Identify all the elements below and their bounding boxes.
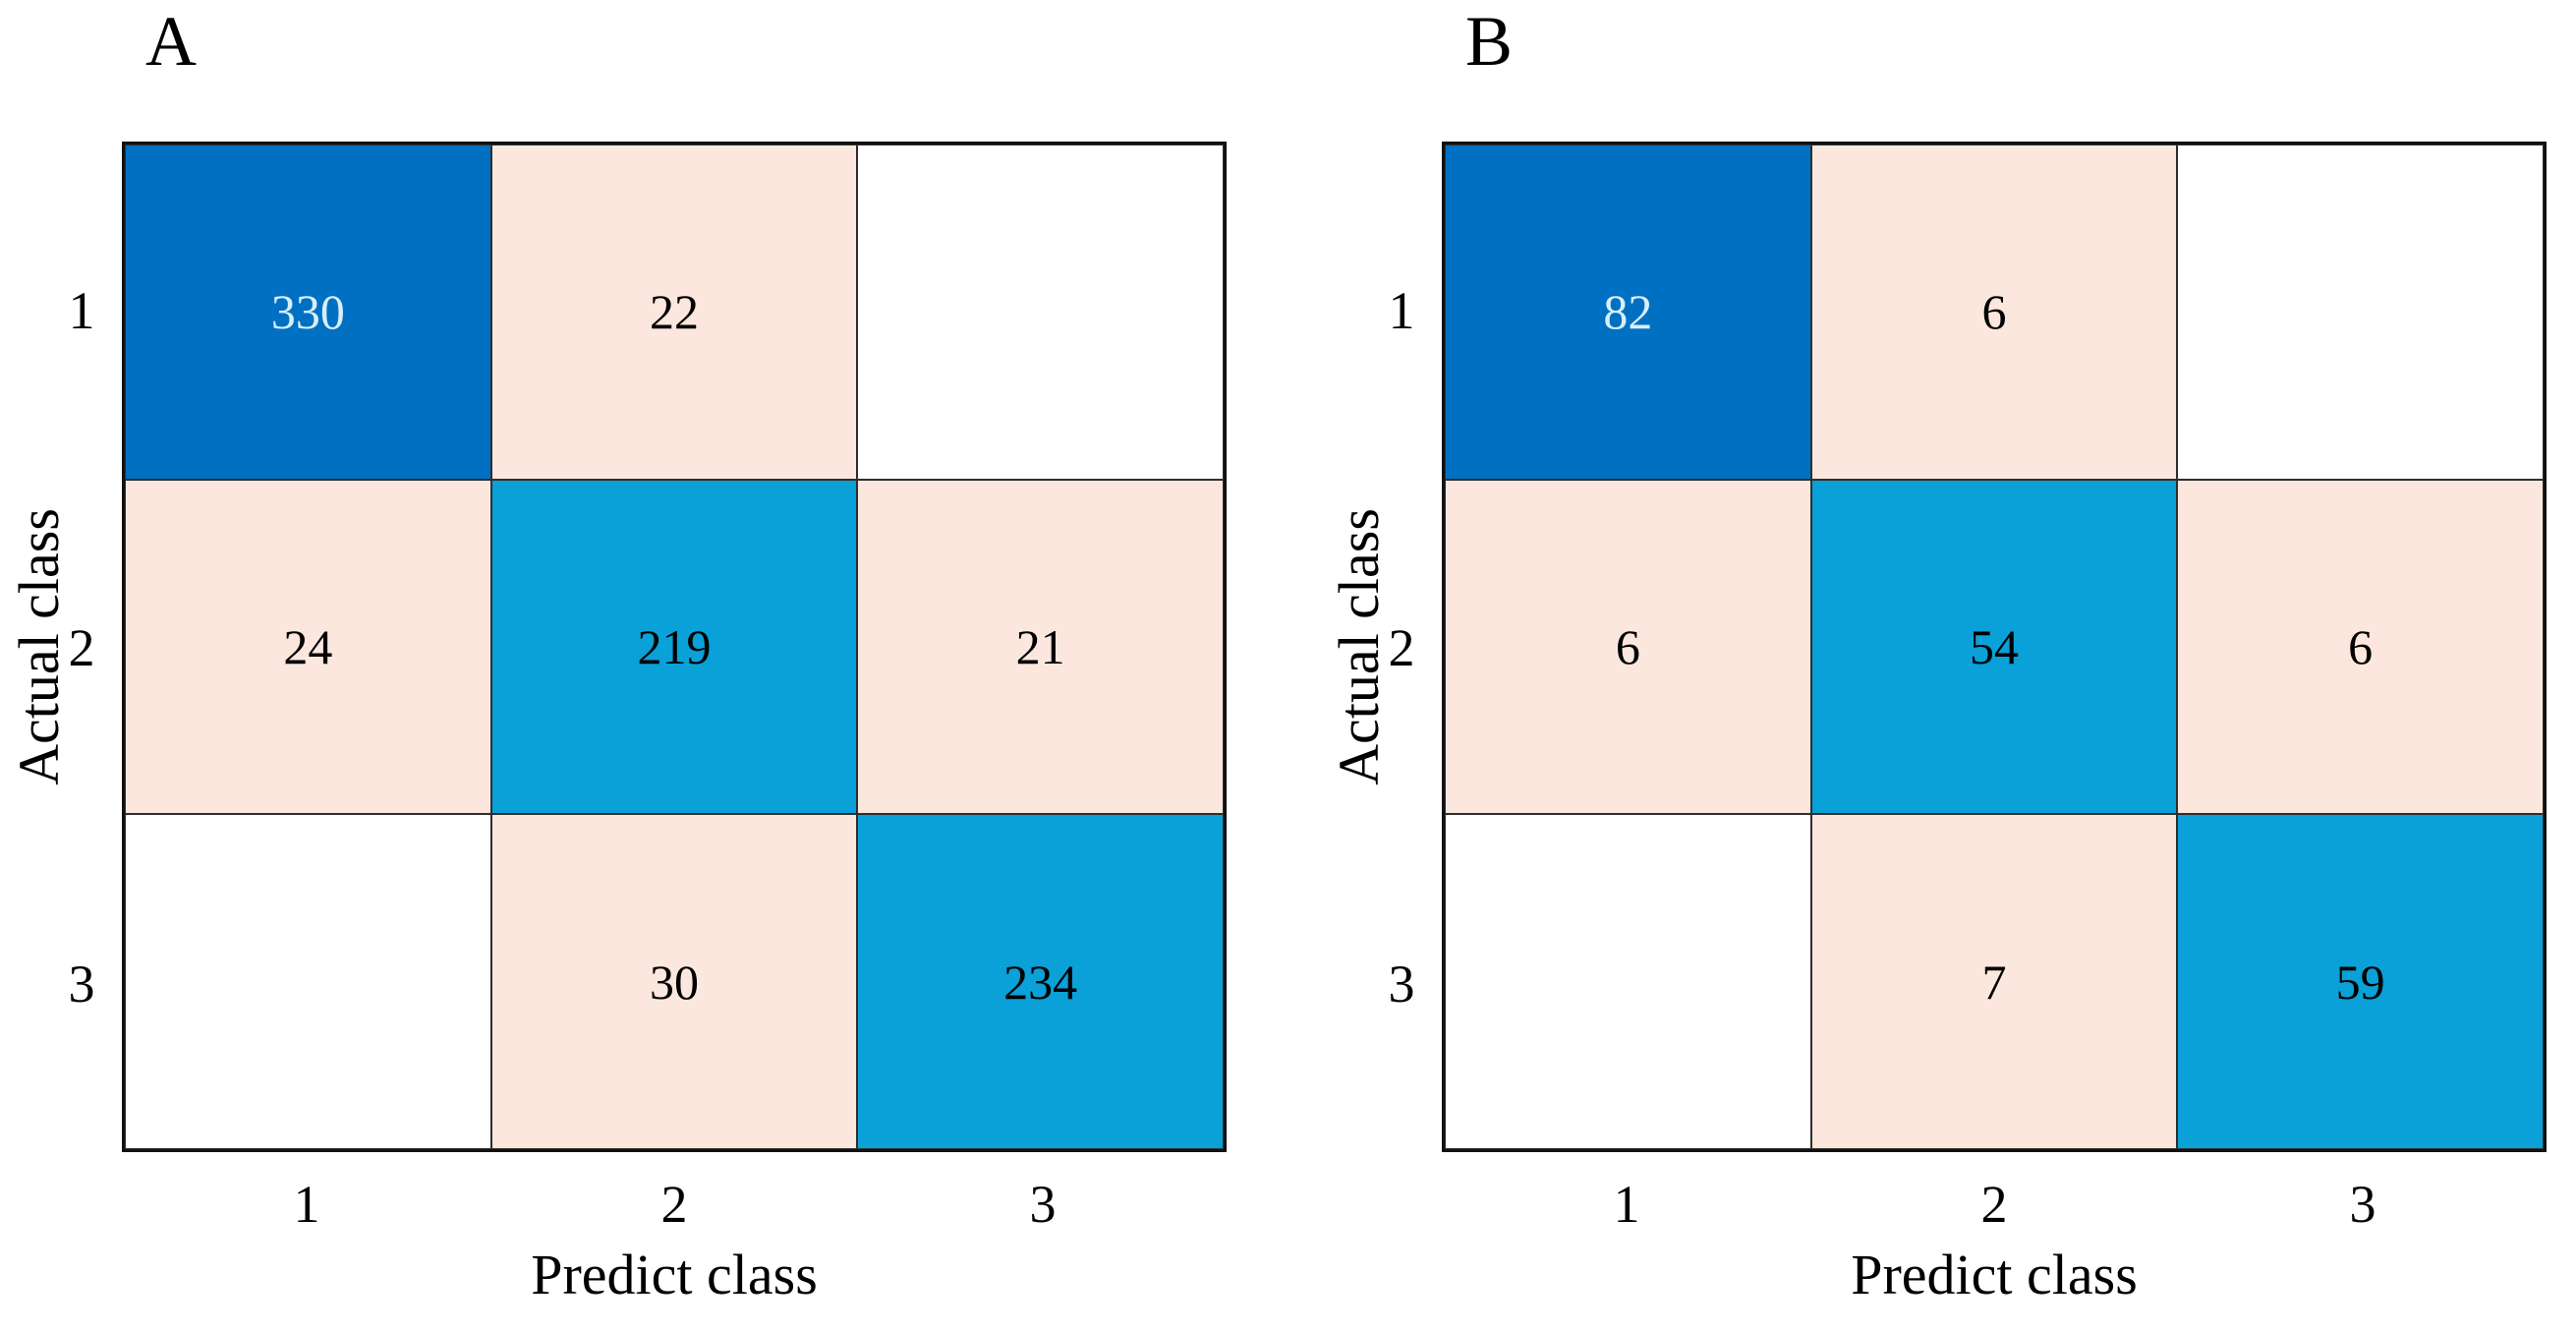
- matrix-cell: 6: [2177, 479, 2544, 815]
- matrix-cell: [125, 814, 491, 1149]
- y-axis-tick: 1: [68, 281, 95, 340]
- y-axis-tick: 2: [68, 618, 95, 677]
- panel-b: B Actual class 1 2 3 82 6 6 54 6 7 59 1 …: [1320, 0, 2576, 1333]
- x-axis-label: Predict class: [1851, 1243, 2138, 1306]
- matrix-cell: 219: [490, 479, 858, 815]
- matrix-cell: 59: [2177, 814, 2544, 1149]
- panel-title: A: [145, 2, 197, 81]
- matrix-cell: 54: [1810, 479, 2178, 815]
- confusion-matrix: 330 22 24 219 21 30 234: [122, 142, 1227, 1152]
- panel-title: B: [1465, 2, 1514, 81]
- y-axis-tick: 1: [1388, 281, 1415, 340]
- matrix-cell: 22: [490, 145, 858, 480]
- matrix-cell: 234: [857, 814, 1224, 1149]
- x-axis-tick: 1: [1613, 1175, 1640, 1234]
- matrix-cell: 82: [1445, 145, 1811, 480]
- matrix-cell: 6: [1810, 145, 2178, 480]
- matrix-cell: [857, 145, 1224, 480]
- x-axis-tick: 2: [1980, 1175, 2008, 1234]
- y-axis-tick: 3: [1388, 955, 1415, 1014]
- matrix-cell: 6: [1445, 479, 1811, 815]
- matrix-cell: [1445, 814, 1811, 1149]
- matrix-cell: 30: [490, 814, 858, 1149]
- matrix-cell: 7: [1810, 814, 2178, 1149]
- x-axis-tick: 3: [1029, 1175, 1057, 1234]
- x-axis-tick: 1: [293, 1175, 320, 1234]
- x-axis-label: Predict class: [531, 1243, 818, 1306]
- x-axis-tick: 2: [660, 1175, 688, 1234]
- x-axis-tick: 3: [2349, 1175, 2376, 1234]
- matrix-cell: 330: [125, 145, 491, 480]
- y-axis-tick: 2: [1388, 618, 1415, 677]
- matrix-cell: [2177, 145, 2544, 480]
- y-axis-tick: 3: [68, 955, 95, 1014]
- confusion-matrix: 82 6 6 54 6 7 59: [1442, 142, 2547, 1152]
- matrix-cell: 21: [857, 479, 1224, 815]
- panel-a: A Actual class 1 2 3 330 22 24 219 21 30…: [7, 2, 1227, 1306]
- matrix-cell: 24: [125, 479, 491, 815]
